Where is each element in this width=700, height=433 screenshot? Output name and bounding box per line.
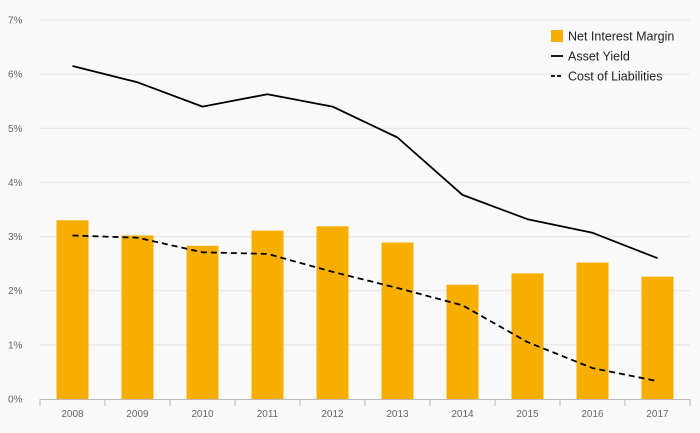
bar-net-interest-margin [121,235,154,399]
bar-net-interest-margin [186,245,219,399]
x-tick-label: 2014 [451,409,474,420]
y-tick-label: 4% [8,178,23,189]
legend-label: Net Interest Margin [568,30,674,44]
y-tick-label: 3% [8,232,23,243]
line-series [72,65,658,382]
legend: Net Interest Margin Asset Yield Cost of Li… [551,30,674,84]
y-tick-label: 6% [8,70,23,81]
y-tick-label: 0% [8,395,23,406]
bar-net-interest-margin [381,242,414,399]
line-cost-of-liabilities [72,234,658,382]
x-tick-label: 2011 [257,409,279,420]
line-asset-yield [72,65,658,260]
bar-net-interest-margin [251,230,284,399]
bar-net-interest-margin [576,262,609,399]
x-tick-label: 2010 [191,409,214,420]
axes: 0% 1% 2% 3% 4% 5% 6% 7% 2008 2009 2010 2011 2012 2013… [8,16,691,420]
legend-swatch-bar [551,30,563,42]
y-tick-label: 1% [8,340,23,351]
legend-label: Asset Yield [568,50,630,64]
x-tick-label: 2008 [61,409,84,420]
bar-net-interest-margin [56,220,89,399]
bar-net-interest-margin [446,284,479,399]
x-tick-label: 2015 [516,409,539,420]
x-tick-label: 2012 [321,409,344,420]
y-tick-label: 2% [8,286,23,297]
y-tick-label: 7% [8,16,23,27]
legend-label: Cost of Liabilities [568,70,663,84]
bar-series [56,220,674,399]
x-tick-label: 2013 [386,409,409,420]
bar-net-interest-margin [316,226,349,399]
x-tick-label: 2016 [581,409,604,420]
y-tick-label: 5% [8,124,23,135]
x-tick-label: 2017 [646,409,669,420]
x-tick-label: 2009 [126,409,149,420]
bar-net-interest-margin [641,276,674,399]
